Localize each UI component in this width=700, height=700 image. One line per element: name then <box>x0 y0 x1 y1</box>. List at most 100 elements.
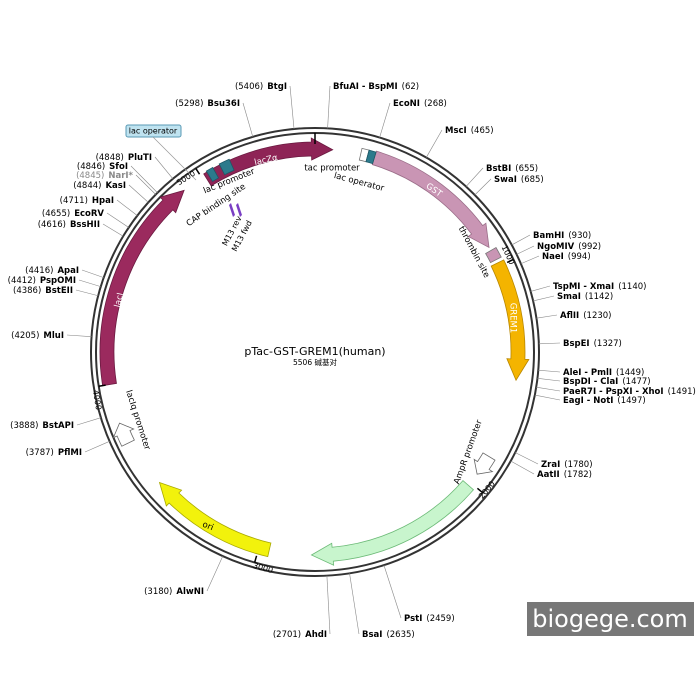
site-name: SfoI <box>109 162 128 172</box>
site-leader <box>81 269 104 278</box>
site-leader <box>511 234 531 246</box>
site-name: SwaI <box>494 175 517 185</box>
feature-arc <box>371 150 490 249</box>
site-name: PspOMI <box>40 276 76 286</box>
site-leader <box>242 102 254 137</box>
site-label: EcoNI (268) <box>393 99 447 109</box>
site-name: AleI - PmlI <box>563 368 612 378</box>
site-name: BssHII <box>70 220 100 230</box>
site-position: (1782) <box>564 470 592 480</box>
site-label: NaeI (994) <box>542 252 591 262</box>
feature-arc <box>112 422 135 447</box>
site-label: (4711) HpaI <box>60 196 114 206</box>
watermark-box <box>527 602 694 636</box>
site-label: EagI - NotI (1497) <box>563 396 646 406</box>
site-leader <box>520 255 540 265</box>
site-label: (4386) BstEII <box>13 286 73 296</box>
site-name: NaeI <box>542 252 564 262</box>
site-label: (4845) NarI* <box>76 171 133 181</box>
watermark: biogege.com <box>532 605 687 633</box>
site-label: MscI (465) <box>445 126 494 136</box>
site-label: (4844) KasI <box>73 181 126 191</box>
site-leader <box>465 167 484 187</box>
site-leader <box>128 184 149 203</box>
site-label: (4412) PspOMI <box>8 276 76 286</box>
site-name: BspEI <box>563 339 590 349</box>
site-leader <box>130 165 158 193</box>
site-name: AflII <box>560 311 579 321</box>
plasmid-title: pTac-GST-GREM1(human) <box>244 345 385 358</box>
site-label: AatII (1782) <box>537 470 592 480</box>
site-position: (2701) <box>273 630 301 640</box>
feature-arc <box>485 246 502 264</box>
site-label: (4846) SfoI <box>77 162 128 172</box>
site-leader <box>66 334 92 337</box>
site-leader <box>383 565 402 619</box>
site-position: (4846) <box>77 162 105 172</box>
site-position: (5298) <box>175 99 203 109</box>
site-label: BspEI (1327) <box>563 339 622 349</box>
site-label: SwaI (685) <box>494 175 544 185</box>
site-leader <box>536 386 561 392</box>
site-leader <box>78 279 101 287</box>
site-label: BstBI (655) <box>486 164 538 174</box>
site-position: (4616) <box>38 220 66 230</box>
site-label: SmaI (1142) <box>557 292 613 302</box>
site-leader <box>425 129 443 158</box>
site-name: Bsu36I <box>207 99 240 109</box>
feature-arc <box>365 149 377 165</box>
site-name: BtgI <box>267 82 287 92</box>
site-leader <box>326 575 331 635</box>
site-leader <box>116 199 138 216</box>
site-label: (4848) PluTI <box>96 153 152 163</box>
site-leader <box>379 102 391 138</box>
ruler-tick <box>476 487 484 494</box>
feature-label: GREM1 <box>508 303 518 334</box>
site-name: PluTI <box>128 153 152 163</box>
site-position: (4416) <box>25 266 53 276</box>
site-label: (5406) BtgI <box>235 82 287 92</box>
site-name: EcoNI <box>393 99 420 109</box>
feature-arc <box>490 259 530 382</box>
site-name: NarI* <box>108 171 133 181</box>
site-position: (5406) <box>235 82 263 92</box>
site-label: (5298) Bsu36I <box>175 99 240 109</box>
site-position: (3180) <box>144 587 172 597</box>
site-name: AlwNI <box>176 587 204 597</box>
site-position: (62) <box>402 82 419 92</box>
site-position: (4848) <box>96 153 124 163</box>
site-position: (992) <box>578 242 601 252</box>
site-position: (4205) <box>11 331 39 341</box>
site-name: BspDI - ClaI <box>563 377 618 387</box>
site-position: (2459) <box>426 614 454 624</box>
site-name: BsaI <box>362 630 382 640</box>
site-label: (2701) AhdI <box>273 630 327 640</box>
site-name: PaeR7I - PspXI - XhoI <box>563 387 664 397</box>
site-leader <box>538 369 561 373</box>
site-name: HpaI <box>92 196 114 206</box>
site-leader <box>510 460 535 475</box>
site-label: AflII (1230) <box>560 311 611 321</box>
feature-arc <box>473 452 496 475</box>
site-leader <box>289 85 295 130</box>
site-position: (268) <box>424 99 447 109</box>
feature-arc <box>310 480 475 566</box>
site-label: (3888) BstAPI <box>10 421 74 431</box>
site-name: KasI <box>105 181 126 191</box>
site-label: (4655) EcoRV <box>42 209 104 219</box>
site-leader <box>84 441 110 453</box>
ruler-label: 2000 <box>477 479 497 500</box>
callout-label: lac operator <box>129 127 178 136</box>
feature-label: lac operator <box>333 171 386 194</box>
site-label: BfuAI - BspMI (62) <box>333 82 419 92</box>
site-leader <box>538 342 561 345</box>
site-position: (3888) <box>10 421 38 431</box>
site-position: (1327) <box>594 339 622 349</box>
ruler-label: 5000 <box>175 169 197 188</box>
site-name: BstAPI <box>42 421 74 431</box>
site-leader <box>516 245 535 255</box>
site-position: (655) <box>515 164 538 174</box>
feature-arc <box>203 137 334 187</box>
site-position: (4711) <box>60 196 88 206</box>
site-position: (1780) <box>564 460 592 470</box>
